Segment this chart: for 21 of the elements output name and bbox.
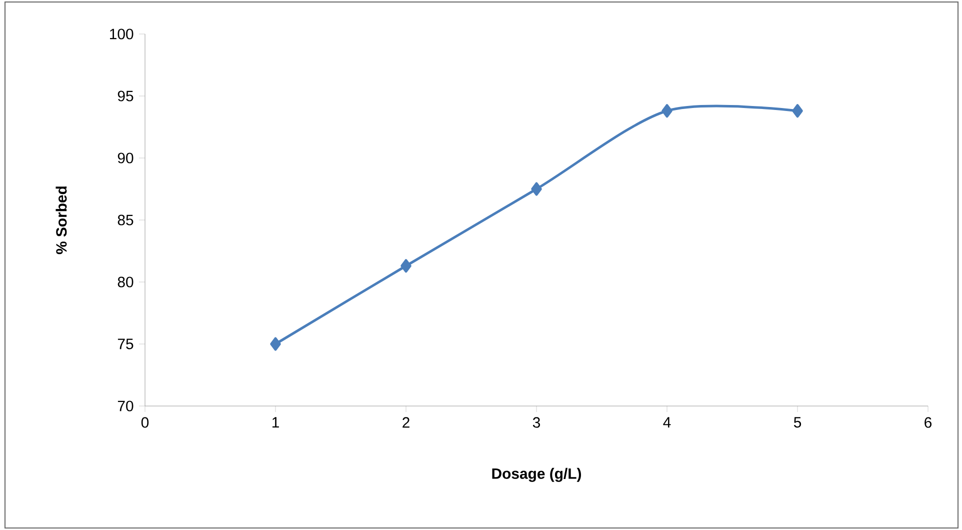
point bbox=[662, 104, 672, 118]
x-tick-label: 2 bbox=[402, 417, 410, 428]
y-tick-label: 90 bbox=[118, 152, 134, 164]
x-tick-label: 1 bbox=[272, 417, 279, 428]
y-axis-title: % Sorbed bbox=[56, 186, 67, 254]
x-axis-title: Dosage (g/L) bbox=[492, 468, 581, 482]
y-tick-label: 95 bbox=[118, 90, 134, 102]
point bbox=[531, 182, 542, 196]
x-tick-label: 3 bbox=[532, 417, 540, 428]
y-tick-label: 85 bbox=[118, 214, 134, 226]
y-tick-label: 75 bbox=[118, 338, 134, 350]
x-tick-label: 6 bbox=[924, 417, 932, 428]
point bbox=[400, 259, 412, 273]
x-tick-label: 0 bbox=[141, 417, 149, 428]
point bbox=[270, 337, 281, 351]
y-tick-label: 80 bbox=[118, 276, 134, 288]
y-tick-label: 100 bbox=[110, 28, 134, 40]
y-tick-label: 70 bbox=[118, 400, 134, 412]
x-tick-label: 4 bbox=[663, 417, 671, 428]
point bbox=[792, 104, 803, 118]
x-tick-label: 5 bbox=[794, 417, 802, 428]
